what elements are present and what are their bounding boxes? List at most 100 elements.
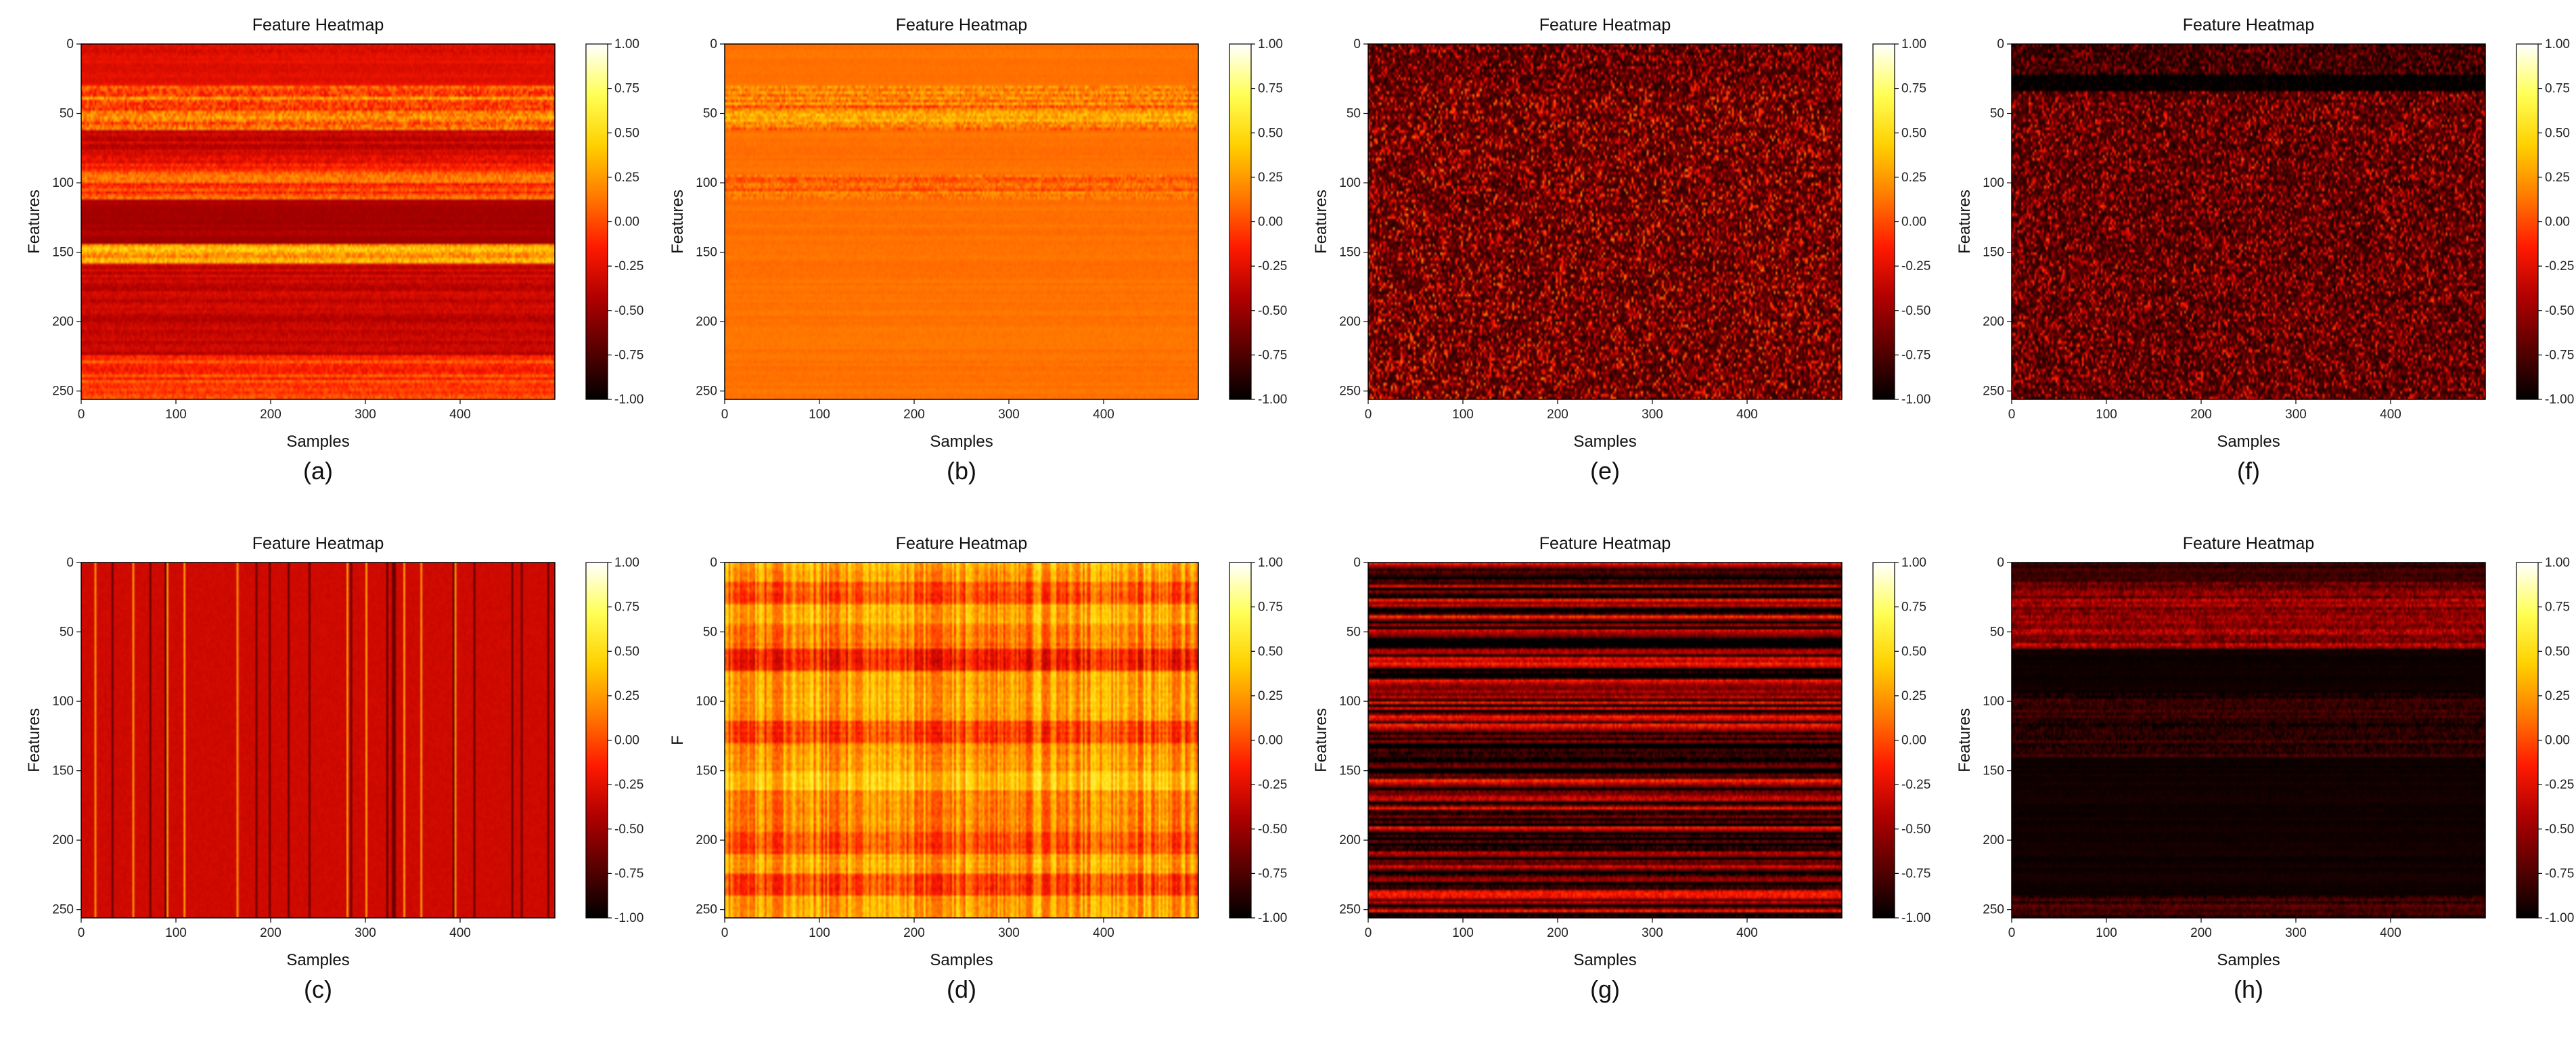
heatmap-svg: Feature Heatmap 0 100 200 300 400 0 50 100 150 200…: [1956, 16, 2574, 485]
y-tick-label: 200: [52, 315, 74, 329]
colorbar-tick-label: 0.00: [614, 734, 639, 748]
y-tick-label: 150: [1339, 764, 1361, 778]
y-tick-label: 250: [696, 903, 717, 917]
heatmap-frame: [724, 43, 1199, 400]
y-tick-label: 50: [1990, 625, 2004, 640]
x-tick-label: 400: [449, 407, 471, 422]
x-tick-label: 100: [165, 926, 187, 940]
y-tick-label: 100: [52, 176, 74, 190]
y-axis-label: Features: [1956, 190, 1974, 254]
x-axis-label: Samples: [2217, 433, 2280, 451]
y-tick-label: 0: [1353, 556, 1361, 570]
colorbar-tick-label: -1.00: [1258, 911, 1287, 925]
x-tick-label: 400: [1736, 926, 1758, 940]
colorbar-tick-label: -1.00: [1258, 393, 1287, 407]
colorbar-tick-label: -0.25: [2545, 778, 2574, 792]
colorbar-tick-label: -0.25: [614, 259, 643, 273]
y-axis-label: Features: [1956, 708, 1974, 772]
x-tick-label: 0: [1365, 926, 1372, 940]
panel-title: Feature Heatmap: [1539, 16, 1671, 35]
y-tick-label: 150: [52, 764, 74, 778]
y-axis-label: F: [669, 735, 687, 745]
colorbar-tick-label: 1.00: [1901, 37, 1926, 51]
colorbar-tick-label: 1.00: [2545, 37, 2570, 51]
y-tick-label: 50: [703, 625, 717, 640]
heatmap-svg: Feature Heatmap 0 100 200 300 400 0 50 100 150 200…: [669, 16, 1287, 485]
panel-title: Feature Heatmap: [1539, 534, 1671, 553]
y-tick-label: 0: [710, 37, 717, 51]
heatmap-svg: Feature Heatmap 0 100 200 300 400 0 50 100 150 200…: [25, 534, 643, 1003]
subfigure-label: (d): [947, 975, 976, 1003]
x-tick-label: 100: [2096, 926, 2117, 940]
colorbar-tick-label: -0.50: [2545, 304, 2574, 318]
heatmap-frame: [81, 562, 556, 919]
y-axis-label: Features: [25, 190, 43, 254]
x-tick-label: 100: [809, 407, 830, 422]
colorbar: [1872, 43, 1895, 400]
x-tick-label: 200: [1547, 407, 1568, 422]
heatmap-cells: [1368, 44, 1842, 399]
x-axis-label: Samples: [1573, 433, 1636, 451]
colorbar-tick-label: -1.00: [614, 393, 643, 407]
heatmap-cells: [725, 562, 1198, 918]
x-tick-label: 200: [260, 926, 281, 940]
colorbar-tick-label: 0.75: [2545, 82, 2570, 96]
heatmap-frame: [1368, 43, 1843, 400]
x-tick-label: 400: [1736, 407, 1758, 422]
colorbar-tick-label: -0.50: [2545, 822, 2574, 837]
y-tick-label: 100: [52, 694, 74, 709]
heatmap-panel: Feature Heatmap 0 100 200 300 400 0 50 100 150 200…: [0, 0, 643, 518]
subfigure-label: (a): [303, 457, 333, 485]
subfigure-label: (h): [2234, 975, 2263, 1003]
colorbar-tick-label: 0.50: [1901, 126, 1926, 140]
colorbar-tick-label: 0.50: [614, 126, 639, 140]
colorbar: [1872, 562, 1895, 919]
x-tick-label: 300: [998, 407, 1020, 422]
x-tick-label: 200: [903, 407, 925, 422]
heatmap-frame: [81, 43, 556, 400]
colorbar-tick-label: -0.75: [614, 348, 643, 362]
y-tick-label: 150: [1983, 764, 2004, 778]
colorbar-tick-label: -0.50: [1258, 304, 1287, 318]
x-tick-label: 400: [449, 926, 471, 940]
heatmap-cells: [81, 44, 555, 399]
y-axis-label: Features: [669, 190, 687, 254]
colorbar-tick-label: -0.50: [1901, 304, 1930, 318]
colorbar-tick-label: -0.25: [2545, 259, 2574, 273]
x-tick-label: 0: [2008, 926, 2016, 940]
x-tick-label: 300: [1642, 926, 1663, 940]
heatmap-cells: [2012, 562, 2485, 918]
y-axis-label: Features: [1312, 190, 1330, 254]
colorbar: [585, 562, 608, 919]
x-tick-label: 200: [2190, 407, 2212, 422]
colorbar-tick-label: 0.00: [1901, 734, 1926, 748]
heatmap-svg: Feature Heatmap 0 100 200 300 400 0 50 100 150 200…: [1312, 534, 1930, 1003]
y-tick-label: 200: [1339, 833, 1361, 847]
colorbar-tick-label: -1.00: [1901, 393, 1930, 407]
heatmap-svg: Feature Heatmap 0 100 200 300 400 0 50 100 150 200…: [1312, 16, 1930, 485]
x-axis-label: Samples: [930, 951, 993, 969]
colorbar-tick-label: -0.75: [614, 866, 643, 881]
x-tick-label: 300: [355, 407, 376, 422]
colorbar-tick-label: -0.50: [1901, 822, 1930, 837]
colorbar-tick-label: 0.75: [614, 600, 639, 615]
colorbar-tick-label: 0.75: [1901, 600, 1926, 615]
colorbar-tick-label: 0.75: [1901, 82, 1926, 96]
y-tick-label: 0: [1353, 37, 1361, 51]
y-tick-label: 200: [696, 833, 717, 847]
y-tick-label: 0: [1997, 556, 2004, 570]
y-tick-label: 100: [1339, 176, 1361, 190]
y-tick-label: 150: [696, 764, 717, 778]
y-tick-label: 250: [52, 903, 74, 917]
y-tick-label: 50: [1347, 107, 1361, 121]
y-tick-label: 50: [703, 107, 717, 121]
panel-title: Feature Heatmap: [2183, 16, 2315, 35]
colorbar-tick-label: 0.75: [2545, 600, 2570, 615]
colorbar-tick-label: -0.50: [614, 822, 643, 837]
colorbar-tick-label: -1.00: [1901, 911, 1930, 925]
y-tick-label: 200: [696, 315, 717, 329]
x-tick-label: 200: [260, 407, 281, 422]
colorbar-tick-label: 0.50: [1258, 644, 1283, 659]
y-tick-label: 0: [710, 556, 717, 570]
colorbar-tick-label: 0.50: [2545, 644, 2570, 659]
